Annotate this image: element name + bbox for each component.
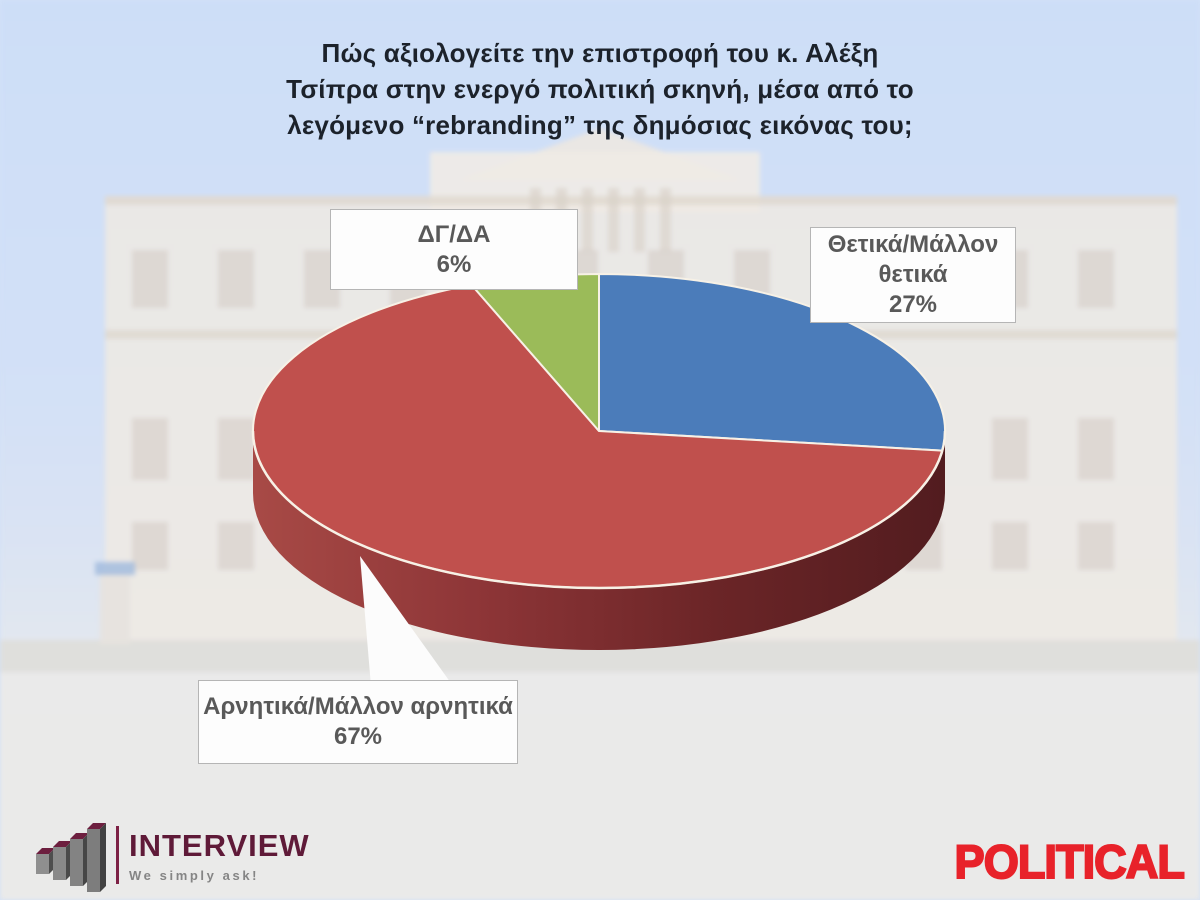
colonnade-column (582, 188, 593, 252)
pie-slice-positive (598, 273, 946, 452)
callout-box-positive: Θετικά/Μάλλον θετικά 27% (810, 227, 1016, 323)
window-cell (992, 418, 1028, 480)
bar-1 (36, 848, 55, 874)
political-logo: POLITICAL (954, 834, 1186, 889)
colonnade-column (660, 188, 671, 252)
callout-negative-value: 67% (333, 723, 383, 750)
window-cell (218, 250, 254, 308)
chart-question-title: Πώς αξιολογείτε την επιστροφή του κ. Αλέ… (0, 36, 1200, 144)
callout-positive-label-2: θετικά (878, 261, 948, 289)
callout-box-negative: Αρνητικά/Μάλλον αρνητικά 67% (198, 680, 518, 764)
pie-rim (253, 431, 945, 650)
window-cell (1078, 418, 1114, 480)
interview-logo-divider (116, 826, 119, 884)
guard-box (100, 572, 130, 644)
callout-box-dk: ΔΓ/ΔΑ 6% (330, 209, 578, 290)
interview-tagline: We simply ask! (129, 868, 260, 883)
callout-negative-label: Αρνητικά/Μάλλον αρνητικά (203, 693, 513, 721)
callout-positive-label-1: Θετικά/Μάλλον (827, 231, 999, 259)
window-cell (132, 250, 168, 308)
window-cell (1078, 250, 1114, 308)
colonnade-column (634, 188, 645, 252)
window-cell (992, 522, 1028, 570)
title-line-1: Πώς αξιολογείτε την επιστροφή του κ. Αλέ… (321, 38, 879, 68)
colonnade-column (608, 188, 619, 252)
bar-2 (53, 841, 72, 880)
title-line-2: Τσίπρα στην ενεργό πολιτική σκηνή, μέσα … (286, 73, 914, 104)
interview-logo: INTERVIEW We simply ask! (36, 820, 310, 892)
guard-box-roof (95, 562, 135, 575)
bar-4 (87, 823, 106, 892)
window-cell (218, 522, 254, 570)
callout-leader-negative (360, 556, 453, 686)
pie-top-edge-line (251, 430, 947, 590)
callout-positive-value: 27% (888, 290, 938, 318)
window-cell (132, 418, 168, 480)
callout-dk-value: 6% (436, 250, 472, 278)
window-cell (132, 522, 168, 570)
interview-brand-text: INTERVIEW (129, 828, 310, 863)
title-line-3: λεγόμενο “rebranding” της δημόσιας εικόν… (287, 109, 913, 140)
window-cell (1078, 522, 1114, 570)
bar-3 (70, 833, 89, 886)
interview-bars-icon (36, 823, 106, 892)
window-cell (218, 418, 254, 480)
callout-dk-label: ΔΓ/ΔΑ (417, 220, 491, 248)
